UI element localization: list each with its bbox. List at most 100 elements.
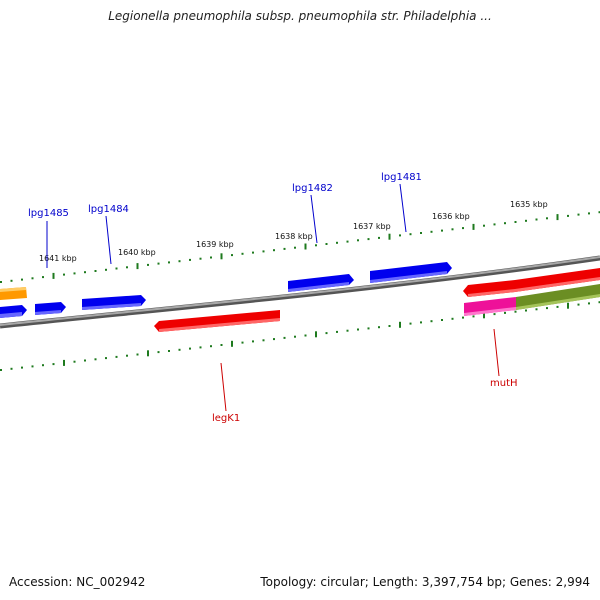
scale-minor-tick [168,350,170,352]
scale-minor-tick [430,230,433,233]
scale-major-tick [399,321,401,328]
scale-minor-tick [525,309,527,312]
label-leader-mutH [493,328,500,377]
scale-major-tick [472,223,475,230]
gene-label-mutH[interactable]: mutH [490,378,518,389]
scale-minor-tick [378,236,380,239]
scale-minor-tick [157,262,160,265]
scale-minor-tick [105,357,107,360]
scale-minor-tick [52,363,55,366]
scale-minor-tick [283,336,286,339]
scale-minor-tick [451,317,454,320]
scale-major-tick [136,263,139,270]
scale-minor-tick [409,233,412,236]
gene-legK1[interactable] [154,310,280,332]
scale-minor-tick [199,346,202,349]
scale-minor-tick [262,250,265,253]
scale-minor-tick [535,308,538,311]
gene-partial-left-orange[interactable] [0,287,27,300]
gene-partial-left-blue[interactable] [0,305,27,318]
scale-major-tick [231,340,233,347]
scale-minor-tick [115,355,118,358]
scale-minor-tick [325,332,328,335]
scale-minor-tick [189,347,191,350]
scale-minor-tick [283,247,286,250]
gene-label-lpg1482[interactable]: lpg1482 [292,183,333,194]
scale-tick-label: 1639 kbp [196,240,234,249]
scale-minor-tick [157,351,160,354]
scale-minor-tick [325,243,328,245]
scale-minor-tick [178,260,181,263]
scale-tick-label: 1637 kbp [353,222,391,231]
scale-tick-label: 1636 kbp [432,212,470,221]
scale-minor-tick [514,221,517,223]
scale-minor-tick [273,338,275,341]
scale-minor-tick [147,263,149,266]
gene-lpg1485[interactable] [35,302,66,315]
scale-minor-tick [42,364,44,367]
scale-minor-tick [63,273,65,276]
scale-minor-tick [42,276,44,279]
scale-major-tick [304,243,307,250]
scale-minor-tick [388,325,391,327]
scale-minor-tick [483,224,485,227]
scale-minor-tick [220,344,223,346]
scale-minor-tick [10,367,13,370]
scale-minor-tick [598,301,600,304]
scale-minor-tick [504,222,506,225]
gene-lpg1481[interactable] [370,262,452,283]
gene-lpg1482[interactable] [288,274,354,292]
scale-minor-tick [409,322,412,325]
scale-minor-tick [262,339,265,342]
scale-minor-tick [367,238,370,241]
accession-label: Accession: NC_002942 [9,575,146,589]
scale-major-tick [556,214,559,221]
scale-minor-tick [241,252,244,255]
scale-minor-tick [504,311,506,314]
scale-major-tick [388,233,391,240]
gene-label-lpg1481[interactable]: lpg1481 [381,172,422,183]
gene-mutH[interactable] [463,280,515,297]
scale-major-tick [52,272,55,279]
gene-red-right[interactable] [515,268,600,292]
scale-minor-tick [357,328,359,331]
scale-minor-tick [378,326,380,329]
scale-minor-tick [210,256,212,259]
scale-minor-tick [115,267,118,270]
scale-minor-tick [94,270,97,272]
scale-minor-tick [178,348,181,351]
scale-minor-tick [420,321,422,324]
outer-scale-track [0,211,600,283]
gene-label-lpg1484[interactable]: lpg1484 [88,204,129,215]
scale-minor-tick [462,227,464,230]
scale-major-tick [567,302,569,309]
scale-minor-tick [441,319,443,321]
scale-minor-tick [94,358,97,361]
gene-label-legK1[interactable]: legK1 [212,413,240,424]
scale-minor-tick [0,369,2,371]
gene-lpg1484[interactable] [82,295,146,310]
gene-label-lpg1485[interactable]: lpg1485 [28,208,69,219]
scale-minor-tick [556,305,559,308]
scale-minor-tick [430,320,433,323]
scale-minor-tick [199,257,202,260]
scale-minor-tick [336,241,338,244]
scale-minor-tick [441,229,443,232]
scale-minor-tick [84,359,86,362]
scale-minor-tick [357,239,359,242]
scale-minor-tick [73,272,76,275]
scale-minor-tick [546,217,548,220]
scale-minor-tick [126,354,128,357]
scale-minor-tick [294,335,296,338]
scale-minor-tick [273,249,275,252]
scale-minor-tick [126,266,128,269]
gene-olive[interactable] [516,284,600,310]
gene-magenta[interactable] [464,297,516,316]
scale-minor-tick [420,232,422,234]
scale-major-tick [147,350,149,357]
genome-summary: Topology: circular; Length: 3,397,754 bp… [260,575,590,589]
scale-major-tick [483,312,485,319]
scale-minor-tick [399,234,401,237]
scale-minor-tick [546,307,548,310]
